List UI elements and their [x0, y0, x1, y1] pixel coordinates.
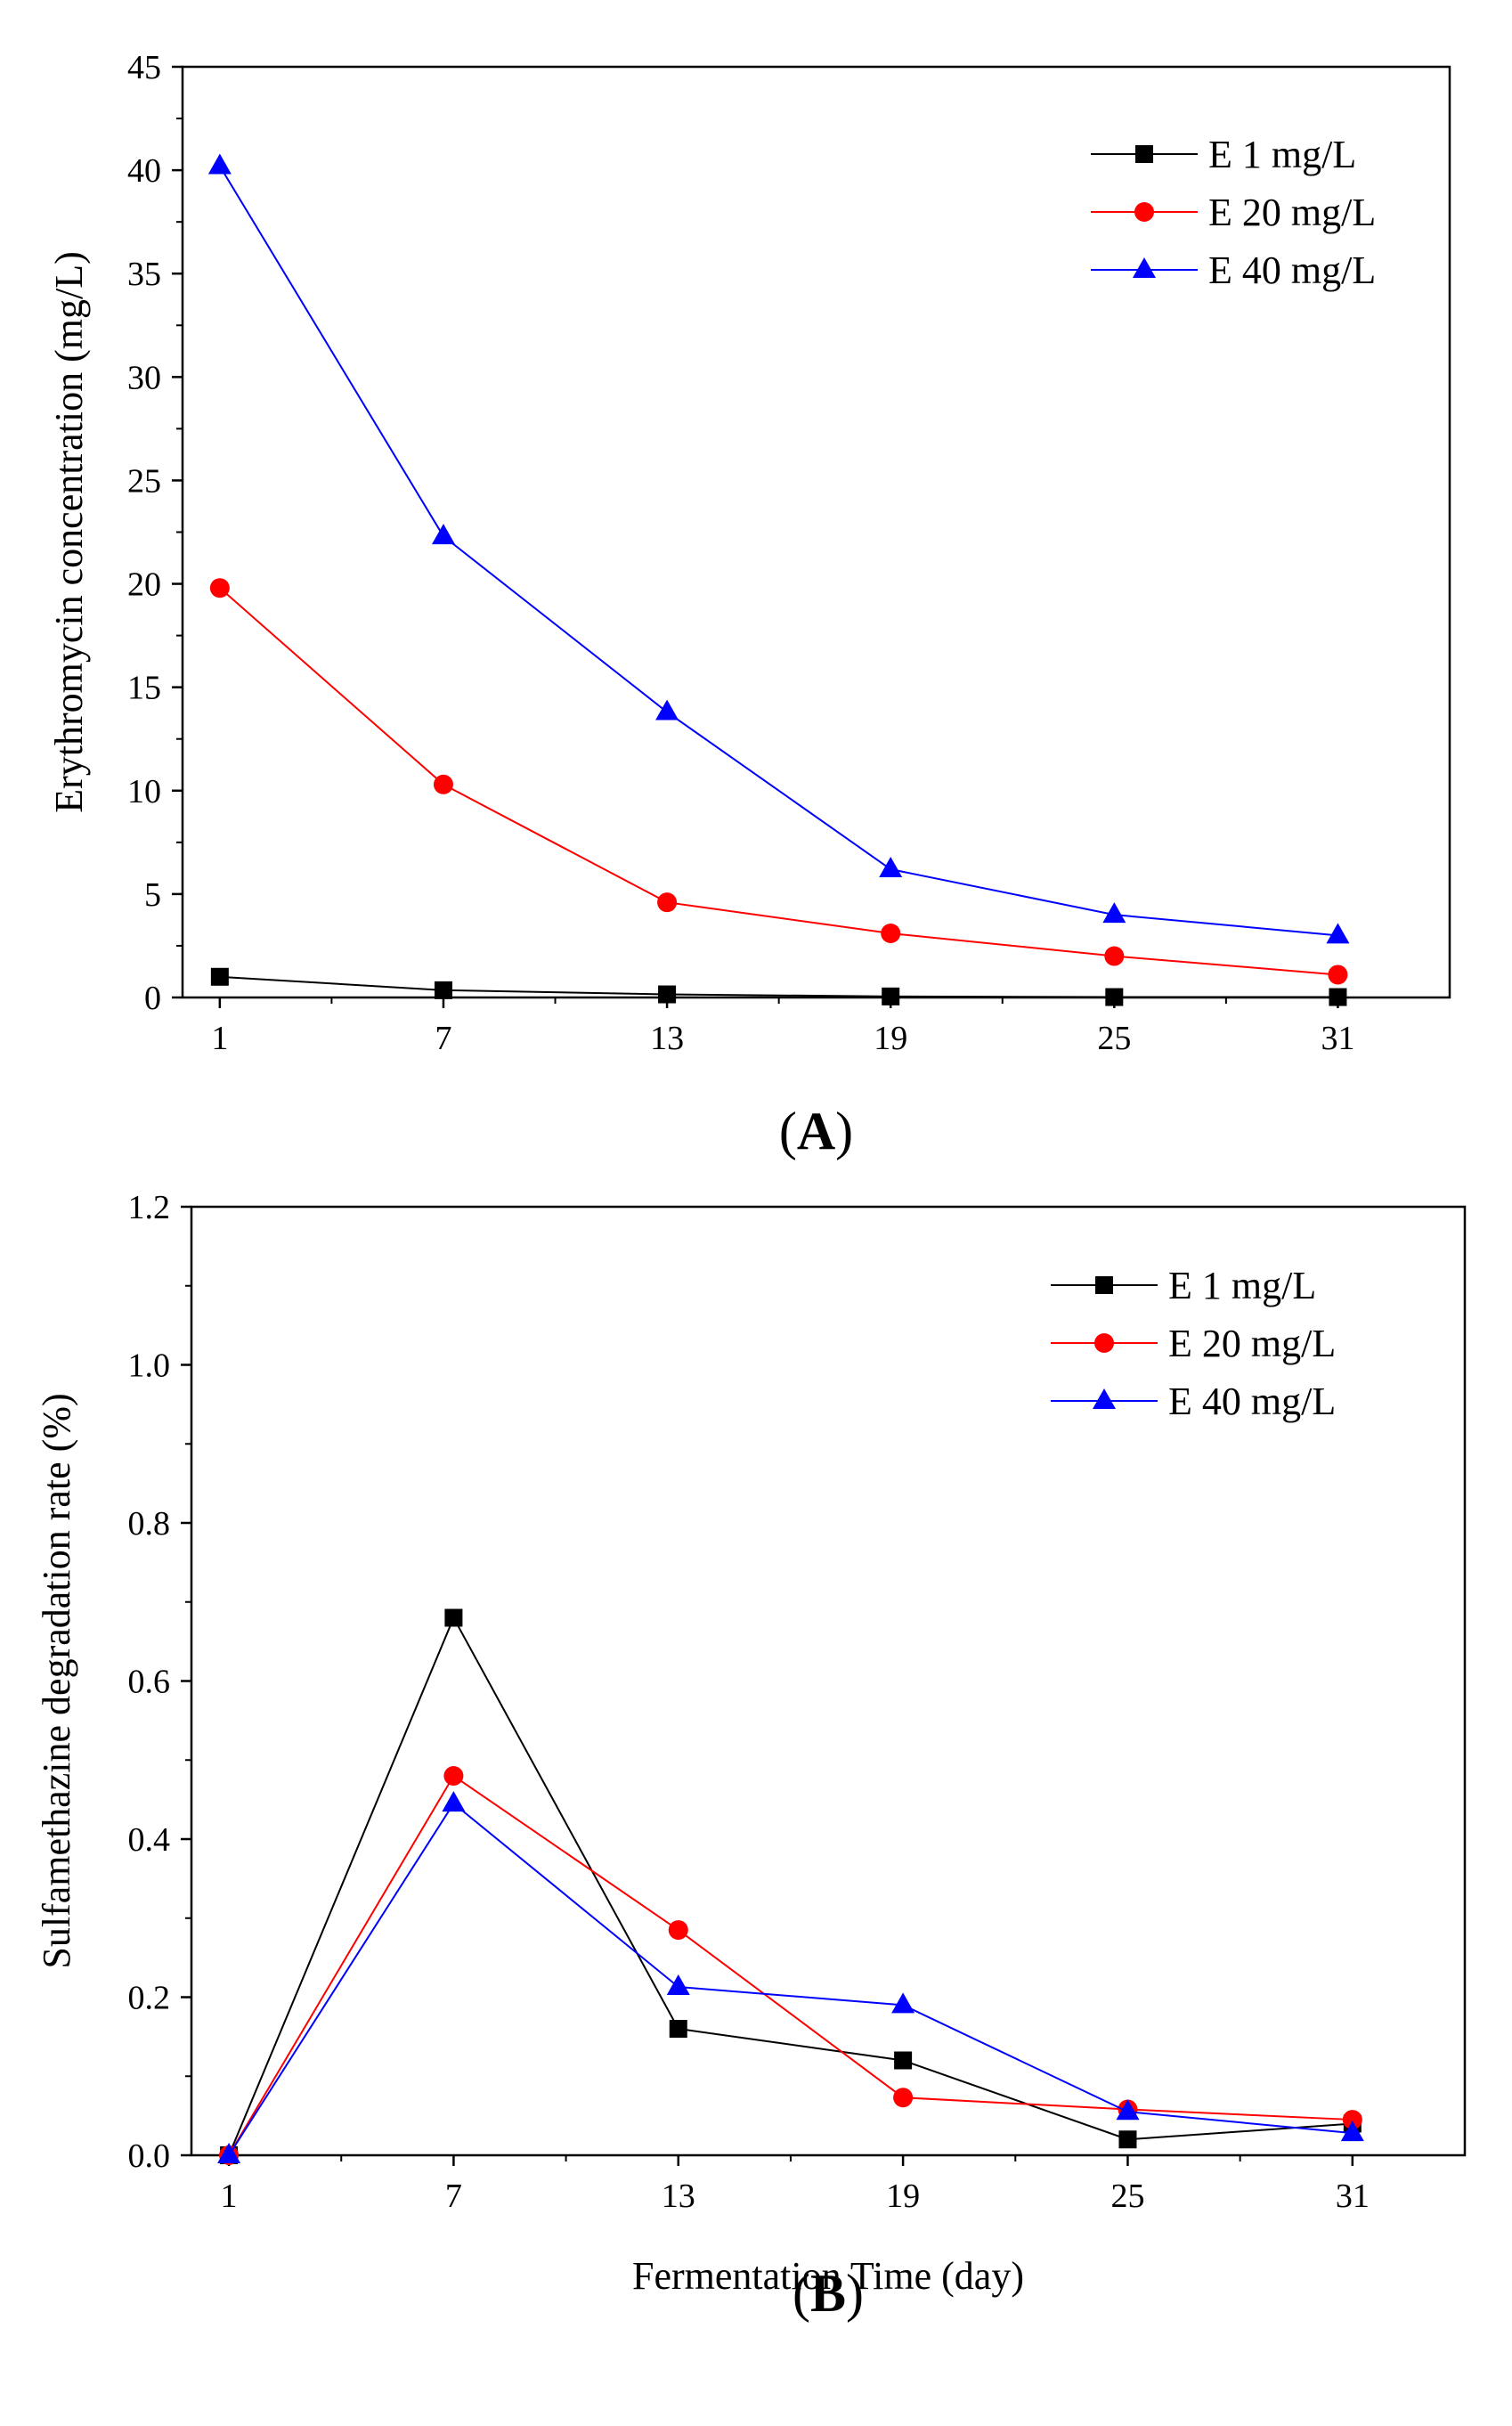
- y-tick-label: 0.6: [128, 1664, 171, 1701]
- x-tick-label: 25: [1097, 1020, 1131, 1057]
- data-point: [443, 1766, 464, 1786]
- series-1: [220, 1608, 1362, 2164]
- x-tick-label: 13: [650, 1020, 684, 1057]
- data-point: [207, 153, 232, 175]
- series-line: [228, 1616, 1353, 2156]
- y-tick-label: 30: [127, 359, 161, 396]
- series-line: [228, 1774, 1353, 2156]
- y-tick-label: 25: [127, 462, 161, 500]
- legend-marker: [1133, 257, 1156, 278]
- legend-marker: [1094, 1333, 1114, 1353]
- x-tick-label: 1: [211, 1020, 228, 1057]
- data-point: [666, 1974, 690, 1995]
- series-line: [218, 165, 1338, 937]
- panel-label: (A): [779, 1102, 853, 1160]
- legend: E 1 mg/L E 20 mg/L E 40 mg/L: [1051, 1264, 1336, 1423]
- x-tick-label: 19: [886, 2178, 920, 2215]
- data-point: [882, 987, 900, 1005]
- x-tick-label: 13: [662, 2178, 695, 2215]
- legend-label: E 20 mg/L: [1208, 191, 1376, 234]
- x-axis-label: Fermentation Time (day): [632, 2254, 1024, 2298]
- data-point: [1105, 988, 1124, 1006]
- y-tick-label: 0.0: [128, 2137, 171, 2175]
- data-point: [1342, 2110, 1362, 2130]
- panel-letter: B: [810, 2264, 846, 2323]
- data-point: [1116, 2099, 1140, 2121]
- y-tick-label: 0.8: [128, 1505, 171, 1543]
- data-point: [217, 2143, 241, 2163]
- data-point: [1104, 946, 1125, 966]
- series-3: [217, 1791, 1364, 2163]
- series-1: [210, 967, 1347, 1006]
- data-point: [893, 2088, 914, 2108]
- series-2: [209, 578, 1348, 985]
- legend-marker: [1095, 1276, 1113, 1294]
- data-point: [209, 578, 230, 598]
- data-point: [210, 967, 229, 986]
- data-point: [1328, 965, 1348, 985]
- legend-label: E 1 mg/L: [1208, 133, 1356, 176]
- x-tick-label: 19: [874, 1020, 907, 1057]
- y-tick-label: 0.2: [128, 1980, 171, 2017]
- data-point: [431, 524, 455, 545]
- data-point: [655, 699, 679, 720]
- x-tick-label: 7: [435, 1020, 451, 1057]
- chart-panel-a: 0 5 10 15 20 25 30 35 40 45 1 7 13 19 25 31 E 1 mg/L E 20…: [47, 49, 1451, 1160]
- data-point: [891, 1992, 915, 2014]
- legend: E 1 mg/L E 20 mg/L E 40 mg/L: [1091, 133, 1376, 292]
- x-tick-label: 31: [1321, 1020, 1354, 1057]
- y-tick-label: 45: [127, 49, 161, 86]
- x-tick-label: 1: [221, 2178, 238, 2215]
- legend-marker: [1135, 145, 1153, 163]
- x-tick-label: 31: [1336, 2178, 1370, 2215]
- legend-label: E 20 mg/L: [1168, 1322, 1336, 1365]
- data-point: [658, 985, 677, 1004]
- data-point: [668, 1920, 688, 1941]
- legend-marker: [1093, 1388, 1116, 1409]
- series-line: [228, 1802, 1353, 2156]
- data-point: [433, 774, 453, 794]
- data-point: [444, 1608, 463, 1627]
- data-point: [669, 2020, 687, 2038]
- data-point: [1102, 902, 1126, 924]
- series-line: [219, 587, 1338, 976]
- data-point: [1326, 923, 1350, 944]
- data-point: [1118, 2130, 1137, 2149]
- x-tick-label: 25: [1110, 2178, 1144, 2215]
- y-tick-label: 15: [127, 670, 161, 707]
- data-point: [657, 892, 678, 913]
- y-tick-label: 1.2: [128, 1189, 171, 1226]
- y-axis-label: Sulfamethazine degradation rate (%): [35, 1393, 78, 1968]
- data-point: [881, 924, 901, 944]
- legend-label: E 1 mg/L: [1168, 1264, 1316, 1307]
- data-point: [879, 857, 903, 878]
- chart-panel-b: 0.00.20.40.60.81.01.21 7 13 19 25 31E 1 mg/LE…: [35, 1189, 1467, 2323]
- y-tick-label: 0.4: [128, 1821, 171, 1859]
- series-line: [219, 975, 1338, 998]
- panel-label: (B): [793, 2264, 864, 2323]
- data-point: [1340, 2121, 1364, 2142]
- legend-label: E 40 mg/L: [1208, 248, 1376, 292]
- legend-marker: [1134, 202, 1154, 222]
- data-point: [894, 2051, 913, 2070]
- y-tick-label: 40: [127, 152, 161, 190]
- panel-letter: A: [797, 1102, 835, 1160]
- y-tick-label: 20: [127, 566, 161, 604]
- y-tick-label: 10: [127, 773, 161, 810]
- data-point: [442, 1791, 466, 1812]
- data-point: [434, 981, 452, 999]
- y-tick-label: 35: [127, 256, 161, 293]
- series-3: [207, 153, 1350, 944]
- y-tick-label: 5: [144, 876, 161, 914]
- y-axis-label: Erythromycin concentration (mg/L): [47, 251, 91, 812]
- y-tick-label: 1.0: [128, 1347, 171, 1385]
- y-tick-label: 0: [144, 980, 161, 1017]
- series-2: [219, 1766, 1362, 2165]
- data-point: [1329, 988, 1347, 1006]
- x-tick-label: 7: [445, 2178, 462, 2215]
- legend-label: E 40 mg/L: [1168, 1380, 1336, 1423]
